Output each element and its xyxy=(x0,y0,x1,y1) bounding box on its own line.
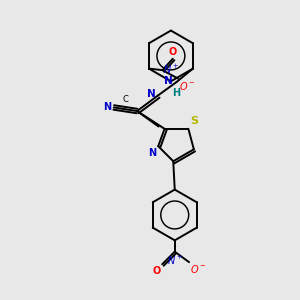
Text: N: N xyxy=(148,148,156,158)
Text: $N^+$: $N^+$ xyxy=(167,254,183,267)
Text: $N^+$: $N^+$ xyxy=(163,63,179,76)
Text: C: C xyxy=(123,95,129,104)
Text: S: S xyxy=(190,116,199,126)
Text: O: O xyxy=(152,266,161,276)
Text: H: H xyxy=(172,88,181,98)
Text: N: N xyxy=(103,102,111,112)
Text: $O^-$: $O^-$ xyxy=(179,80,196,92)
Text: $O^-$: $O^-$ xyxy=(190,263,207,275)
Text: N: N xyxy=(147,89,156,99)
Text: N: N xyxy=(164,76,173,86)
Text: O: O xyxy=(169,47,177,57)
